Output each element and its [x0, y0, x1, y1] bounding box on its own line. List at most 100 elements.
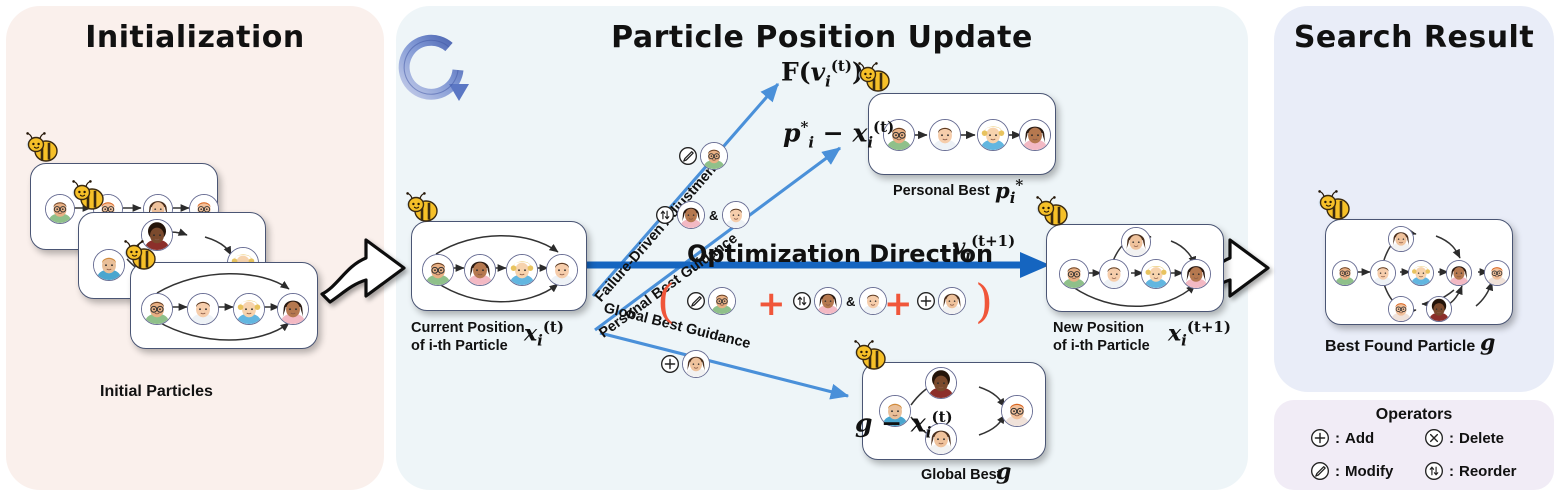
particle-node-avatar — [1181, 259, 1211, 289]
bee-personal-best — [856, 62, 896, 96]
current-position-chain — [435, 235, 559, 303]
particle-node-avatar — [1388, 296, 1414, 322]
formula-plus-1: + — [757, 284, 786, 324]
global-best-card[interactable] — [862, 362, 1046, 460]
avatar — [700, 142, 728, 170]
particle-node-avatar — [187, 293, 219, 325]
bee-initialization-2 — [70, 180, 110, 214]
particle-node-avatar — [879, 395, 911, 427]
avatar — [814, 287, 842, 315]
current-position-math: xi(t) — [524, 318, 564, 350]
optimization-term-reorder: & — [792, 287, 888, 315]
panel-title-update: Particle Position Update — [611, 20, 1033, 55]
add-icon — [660, 354, 680, 374]
particle-node-avatar — [1370, 260, 1396, 286]
reorder-icon — [655, 205, 675, 225]
modify-icon — [1310, 461, 1330, 481]
particle-chain-3 — [156, 273, 290, 341]
particle-node-avatar — [1408, 260, 1434, 286]
avatar — [859, 287, 888, 315]
reorder-icon — [1424, 461, 1444, 481]
operator-label-add: Add — [1345, 429, 1375, 447]
delete-icon — [1424, 428, 1444, 448]
optimization-term-modify — [686, 287, 736, 315]
chip-personal-best: & — [655, 201, 751, 229]
particle-node-avatar — [422, 254, 454, 286]
operator-label-delete: Delete — [1459, 429, 1505, 447]
operator-legend-modify: : Modify — [1310, 461, 1393, 481]
formula-close-paren: ) — [975, 274, 993, 328]
particle-node-avatar — [925, 367, 957, 399]
optimization-term-add — [916, 287, 966, 315]
optimization-direction-math: vi(t+1) — [952, 232, 1016, 265]
particle-node-avatar — [883, 119, 915, 151]
personal-best-card[interactable] — [868, 93, 1056, 175]
chip-global-best — [660, 350, 710, 378]
particle-node-avatar — [1001, 395, 1033, 427]
particle-node-avatar — [929, 119, 961, 151]
personal-best-math: pi* — [995, 176, 1024, 208]
particle-node-avatar — [977, 119, 1009, 151]
particle-node-avatar — [1141, 259, 1171, 289]
new-position-line2: of i-th Particle — [1053, 338, 1150, 355]
particle-node-avatar — [1388, 226, 1414, 252]
global-best-caption: Global Best — [921, 467, 1002, 483]
particle-node-avatar — [546, 254, 578, 286]
bee-initialization-1 — [24, 132, 64, 166]
new-position-math: xi(t+1) — [1168, 318, 1231, 350]
reorder-icon — [792, 291, 812, 311]
current-position-line1: Current Position — [411, 320, 525, 336]
particle-node-avatar — [1332, 260, 1358, 286]
particle-node-avatar — [506, 254, 538, 286]
best-found-particle-math: g — [1480, 330, 1496, 356]
initial-particle-card-3[interactable] — [130, 262, 318, 349]
formula-failure-driven: F(vi(t)) — [781, 57, 864, 91]
new-position-card[interactable] — [1046, 224, 1224, 312]
personal-best-caption: Personal Best — [893, 183, 990, 199]
chip-failure-driven — [678, 142, 728, 170]
particle-node-avatar — [1121, 227, 1151, 257]
particle-node-avatar — [1484, 260, 1510, 286]
avatar — [682, 350, 710, 378]
formula-global-best: g − xi(t) — [855, 408, 953, 442]
add-icon — [916, 291, 936, 311]
panel-title-search-result: Search Result — [1293, 20, 1535, 55]
particle-node-avatar — [277, 293, 309, 325]
global-best-math: g — [996, 459, 1012, 485]
particle-node-avatar — [141, 293, 173, 325]
operator-label-modify: Modify — [1345, 462, 1394, 480]
chip-join-amp: & — [709, 207, 719, 223]
bee-new-position — [1034, 196, 1074, 230]
avatar — [938, 287, 966, 315]
formula-personal-best: p*i − xi(t) — [783, 118, 895, 152]
chip-join-amp-2: & — [846, 293, 856, 309]
best-found-particle-card[interactable] — [1325, 219, 1513, 325]
avatar — [708, 287, 736, 315]
panel-title-initialization: Initialization — [85, 20, 305, 55]
operator-legend-reorder: : Reorder — [1424, 461, 1517, 481]
particle-node-avatar — [1099, 259, 1129, 289]
modify-icon — [686, 291, 706, 311]
bee-current-position — [404, 192, 444, 226]
particle-node-avatar — [45, 194, 75, 224]
particle-node-avatar — [1019, 119, 1051, 151]
new-position-label: New Position of i-th Particle — [1053, 319, 1150, 355]
particle-node-avatar — [1059, 259, 1089, 289]
current-position-label: Current Position of i-th Particle — [411, 319, 525, 355]
particle-node-avatar — [925, 423, 957, 455]
particle-node-avatar — [93, 249, 125, 281]
initial-particles-caption: Initial Particles — [100, 383, 213, 400]
modify-icon — [678, 146, 698, 166]
operator-legend-delete: : Delete — [1424, 428, 1504, 448]
optimization-direction-label: Optimization Direction — [687, 240, 994, 268]
best-found-particle-caption: Best Found Particle — [1325, 338, 1476, 355]
particle-node-avatar — [1426, 296, 1452, 322]
particle-node-avatar — [464, 254, 496, 286]
avatar — [722, 201, 751, 229]
new-position-line1: New Position — [1053, 320, 1145, 336]
operators-title: Operators — [1375, 406, 1453, 423]
formula-plus-2: + — [884, 284, 913, 324]
bee-initialization-3 — [122, 240, 162, 274]
current-position-card[interactable] — [411, 221, 587, 311]
bee-best-found — [1316, 190, 1356, 224]
